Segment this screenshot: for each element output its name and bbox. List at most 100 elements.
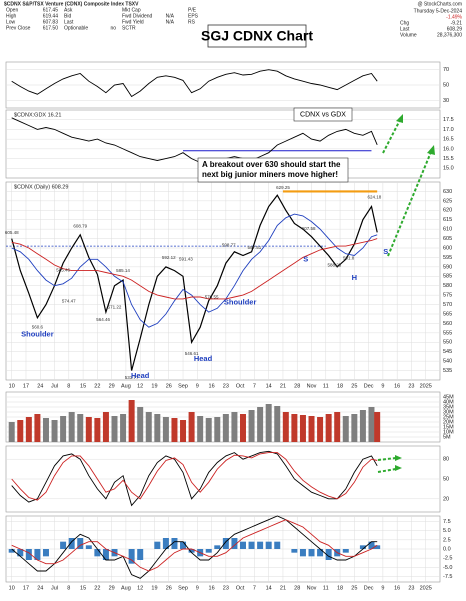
price-label: 624.18 — [367, 195, 381, 200]
symbol-line: $CDNX S&P/TSX Venture (CDNX) Composite I… — [4, 1, 139, 7]
bar — [205, 549, 212, 553]
y-tick-label: 570 — [443, 302, 452, 308]
field-label: Mkt Cap — [122, 7, 141, 13]
bar — [342, 416, 349, 442]
x-tick-label: 21 — [280, 585, 286, 591]
y-tick-label: -2.5 — [443, 556, 452, 562]
x-tick-label: 17 — [23, 383, 29, 389]
bar — [180, 541, 187, 549]
series-line — [11, 452, 378, 501]
annotation-box — [197, 157, 349, 183]
bar — [257, 541, 264, 549]
y-tick-label: 555 — [443, 330, 452, 336]
x-tick-label: Aug — [121, 585, 131, 591]
y-tick-label: 595 — [443, 255, 452, 261]
bar — [374, 545, 381, 549]
y-tick-label: 70 — [443, 67, 449, 73]
field-label: Open — [6, 7, 18, 13]
bar — [291, 414, 298, 442]
price-label: 576.55 — [205, 294, 219, 299]
pattern-label: Head — [131, 371, 150, 380]
y-tick-label: 630 — [443, 189, 452, 195]
bar — [137, 549, 144, 560]
bar — [239, 541, 246, 549]
field-label: Prev Close — [6, 25, 31, 31]
price-label: 564.46 — [96, 317, 110, 322]
panel-frame — [5, 181, 441, 381]
price-label: 607.58 — [302, 226, 316, 231]
x-tick-label: 8 — [67, 383, 70, 389]
y-tick-label: 600 — [443, 245, 452, 251]
x-tick-label: 8 — [67, 585, 70, 591]
x-tick-label: 25 — [351, 383, 357, 389]
bar — [34, 549, 41, 560]
bar — [222, 414, 229, 442]
field-label: Optionable — [64, 25, 88, 31]
field-value: N/A — [166, 19, 175, 25]
bar — [162, 417, 169, 442]
x-tick-label: Jul — [51, 585, 58, 591]
x-tick-label: Dec — [364, 383, 374, 389]
y-tick-label: 17.0 — [443, 127, 454, 133]
stoch-arrow — [377, 468, 397, 473]
x-tick-label: 18 — [337, 585, 343, 591]
bar — [359, 410, 366, 442]
y-tick-label: 30 — [443, 98, 449, 104]
x-tick-label: 16 — [209, 383, 215, 389]
y-tick-label: 40M — [443, 399, 454, 405]
y-tick-label: 50 — [443, 476, 449, 482]
field-label: Fwd Yield — [122, 19, 144, 25]
bar — [34, 414, 41, 442]
x-tick-label: 11 — [323, 383, 329, 389]
y-tick-label: 580 — [443, 283, 452, 289]
pattern-label: S — [383, 247, 388, 256]
price-label: 608.79 — [73, 224, 87, 229]
x-tick-label: 22 — [94, 585, 100, 591]
y-tick-label: 545 — [443, 349, 452, 355]
field-label: P/E — [188, 7, 197, 13]
series-line — [11, 117, 378, 165]
x-tick-label: 21 — [280, 383, 286, 389]
bar — [308, 549, 315, 557]
x-tick-label: 2025 — [420, 585, 432, 591]
y-tick-label: 625 — [443, 198, 452, 204]
bar — [248, 410, 255, 442]
x-tick-label: 17 — [23, 585, 29, 591]
bar — [231, 412, 238, 442]
summary-value: 28,376,300 — [437, 32, 462, 38]
x-tick-label: 15 — [80, 383, 86, 389]
bar — [265, 541, 272, 549]
bar — [171, 538, 178, 549]
bar — [282, 412, 289, 442]
price-label: 591.43 — [179, 256, 193, 261]
price-label: 629.25 — [276, 185, 290, 190]
y-tick-label: 50 — [443, 82, 449, 88]
pattern-label: S — [303, 254, 308, 263]
bar — [111, 416, 118, 442]
y-tick-label: 45M — [443, 394, 454, 400]
x-tick-label: Nov — [307, 383, 317, 389]
x-tick-label: 7 — [253, 585, 256, 591]
bar — [94, 549, 101, 557]
price-label: 585.14 — [116, 268, 130, 273]
arrowhead — [395, 455, 402, 461]
field-label: SCTR — [122, 25, 136, 31]
arrowhead — [396, 114, 403, 123]
x-tick-label: 24 — [37, 585, 43, 591]
series-line — [11, 238, 378, 300]
summary-value: 608.29 — [447, 26, 463, 32]
y-tick-label: 620 — [443, 208, 452, 214]
y-tick-label: 585 — [443, 274, 452, 280]
bar — [162, 538, 169, 549]
x-tick-label: Jul — [51, 383, 58, 389]
pattern-label: Shoulder — [21, 330, 54, 339]
bar — [231, 538, 238, 549]
price-label: 546.61 — [185, 351, 199, 356]
y-tick-label: 15M — [443, 424, 454, 430]
annotation-box — [293, 107, 353, 122]
bar — [299, 415, 306, 442]
bar — [60, 416, 67, 442]
annotation: A breakout over 630 should start the — [202, 160, 341, 169]
pattern-label: Head — [194, 354, 213, 363]
y-tick-label: 20 — [443, 496, 449, 502]
